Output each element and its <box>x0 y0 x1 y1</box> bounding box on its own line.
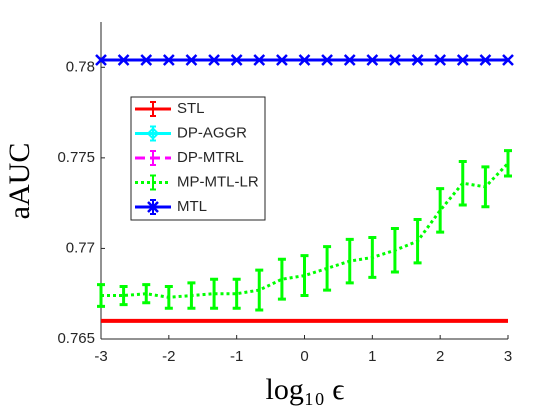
error-bar <box>164 284 173 310</box>
marker <box>479 54 492 66</box>
marker <box>208 54 220 66</box>
marker <box>389 54 401 66</box>
error-bar <box>368 236 377 279</box>
error-bar <box>504 149 512 178</box>
error-bar <box>277 257 286 301</box>
error-bar <box>436 187 445 234</box>
legend-label: MTL <box>177 198 207 215</box>
legend-errorbar <box>150 150 156 166</box>
x-tick-label: -3 <box>94 348 107 365</box>
y-axis-label: aAUC <box>3 143 36 220</box>
marker <box>343 54 356 66</box>
marker <box>434 54 447 66</box>
y-tick-label: 0.78 <box>66 58 95 75</box>
error-bar <box>458 159 467 207</box>
legend-marker <box>146 127 160 140</box>
error-bar <box>323 245 332 292</box>
error-bar <box>413 217 422 265</box>
y-tick-label: 0.775 <box>57 149 95 166</box>
y-tick-label: 0.77 <box>66 239 95 256</box>
error-bar <box>119 284 128 307</box>
marker <box>117 54 130 66</box>
x-tick-label: 0 <box>300 348 308 365</box>
error-bar <box>210 277 219 310</box>
legend-label: DP-MTRL <box>177 149 244 166</box>
marker <box>185 54 198 66</box>
marker <box>276 54 288 66</box>
error-bar <box>390 227 399 274</box>
legend-label: MP-MTL-LR <box>177 173 259 190</box>
error-bar <box>187 281 196 310</box>
marker <box>502 54 514 66</box>
error-bar <box>300 254 309 298</box>
legend-marker <box>147 201 159 213</box>
x-tick-label: -1 <box>230 348 243 365</box>
legend-errorbar <box>150 174 156 191</box>
marker <box>230 54 243 66</box>
marker <box>366 54 379 66</box>
error-bar <box>232 277 241 310</box>
error-bar <box>481 165 490 209</box>
error-bar <box>97 283 105 308</box>
legend-label: DP-AGGR <box>177 124 247 141</box>
x-tick-label: 3 <box>504 348 512 365</box>
marker <box>162 54 175 66</box>
marker <box>95 54 107 66</box>
marker <box>298 54 311 66</box>
error-bar <box>142 283 151 305</box>
error-bar <box>255 268 264 312</box>
legend-errorbar <box>150 101 156 117</box>
marker <box>411 54 424 66</box>
x-tick-label: 1 <box>368 348 376 365</box>
error-bar <box>345 237 354 285</box>
x-tick-label: 2 <box>436 348 444 365</box>
marker <box>456 54 469 66</box>
marker <box>140 54 153 66</box>
y-tick-label: 0.765 <box>57 330 95 347</box>
marker <box>253 54 266 66</box>
x-tick-label: -2 <box>162 348 175 365</box>
legend-label: STL <box>177 100 205 117</box>
x-axis-label: log₁₀ ϵ <box>266 373 345 406</box>
marker <box>321 54 333 66</box>
